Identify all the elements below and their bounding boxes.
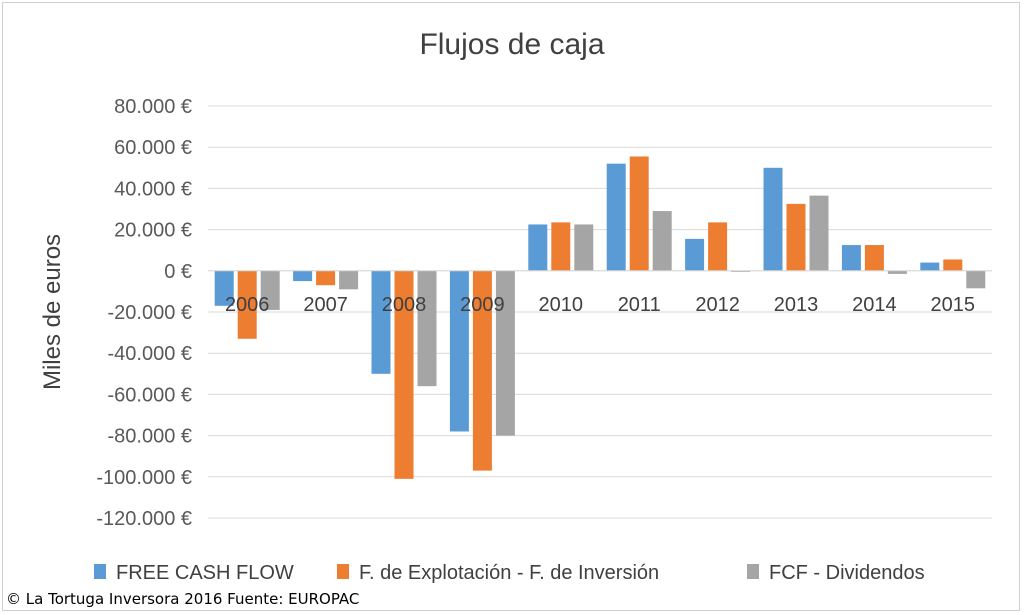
y-tick-label: -80.000 € xyxy=(107,426,192,448)
bar xyxy=(528,224,548,271)
bar xyxy=(763,167,783,271)
bar xyxy=(495,270,515,436)
chart-title: Flujos de caja xyxy=(419,28,605,61)
y-tick-label: 0 € xyxy=(164,261,192,283)
x-tick-label: 2008 xyxy=(382,294,427,316)
bar xyxy=(237,270,257,339)
bar xyxy=(841,245,861,271)
bar xyxy=(809,195,829,271)
legend-label: FCF - Dividendos xyxy=(769,562,925,584)
y-tick-label: -60.000 € xyxy=(107,384,192,406)
x-tick-label: 2014 xyxy=(852,294,897,316)
bar xyxy=(606,163,626,271)
bar xyxy=(293,270,313,282)
bar xyxy=(731,270,751,272)
bar xyxy=(966,270,986,289)
legend-label: FREE CASH FLOW xyxy=(116,562,294,584)
bar xyxy=(394,270,414,479)
bar xyxy=(339,270,359,290)
y-tick-label: 20.000 € xyxy=(114,220,192,242)
bar xyxy=(652,211,672,271)
bar xyxy=(864,245,884,271)
y-tick-label: -100.000 € xyxy=(96,467,192,489)
bar xyxy=(214,270,234,306)
credit-line: © La Tortuga Inversora 2016 Fuente: EURO… xyxy=(6,590,360,608)
bar xyxy=(449,270,469,432)
bar xyxy=(371,270,391,374)
legend-swatch xyxy=(337,564,349,579)
x-tick-label: 2007 xyxy=(303,294,348,316)
bar xyxy=(629,156,649,271)
x-tick-labels: 2006 2007 2008 2009 2010 2011 2012 2013 2014 2015 xyxy=(225,294,975,316)
y-tick-label: 80.000 € xyxy=(114,96,192,118)
legend-label: F. de Explotación - F. de Inversión xyxy=(359,562,659,584)
bar xyxy=(786,203,806,271)
bar xyxy=(574,224,594,271)
legend: FREE CASH FLOW F. de Explotación - F. de … xyxy=(94,562,925,584)
x-tick-label: 2015 xyxy=(931,294,976,316)
x-tick-label: 2011 xyxy=(618,294,661,316)
legend-swatch xyxy=(94,564,106,579)
bar xyxy=(708,222,728,271)
bar xyxy=(685,238,705,271)
y-axis-label: Miles de euros xyxy=(39,234,66,390)
bar xyxy=(943,259,963,271)
y-tick-label: -120.000 € xyxy=(96,508,192,530)
y-tick-label: -20.000 € xyxy=(107,302,192,324)
y-tick-label: -40.000 € xyxy=(107,343,192,365)
x-tick-label: 2009 xyxy=(460,294,505,316)
bar xyxy=(472,270,492,471)
x-tick-label: 2012 xyxy=(695,294,740,316)
bar xyxy=(316,270,336,286)
legend-swatch xyxy=(747,564,759,579)
bar xyxy=(260,270,280,310)
y-tick-label: 60.000 € xyxy=(114,137,192,159)
y-tick-label: 40.000 € xyxy=(114,178,192,200)
bar xyxy=(887,270,907,274)
x-tick-label: 2006 xyxy=(225,294,270,316)
gridlines xyxy=(208,105,992,519)
bar xyxy=(551,222,571,271)
y-tick-labels: 80.000 € 60.000 € 40.000 € 20.000 € 0 € -20.0… xyxy=(96,96,192,530)
bars xyxy=(208,156,992,479)
x-tick-label: 2010 xyxy=(539,294,584,316)
bar xyxy=(417,270,437,387)
x-tick-label: 2013 xyxy=(774,294,819,316)
bar xyxy=(920,262,940,271)
